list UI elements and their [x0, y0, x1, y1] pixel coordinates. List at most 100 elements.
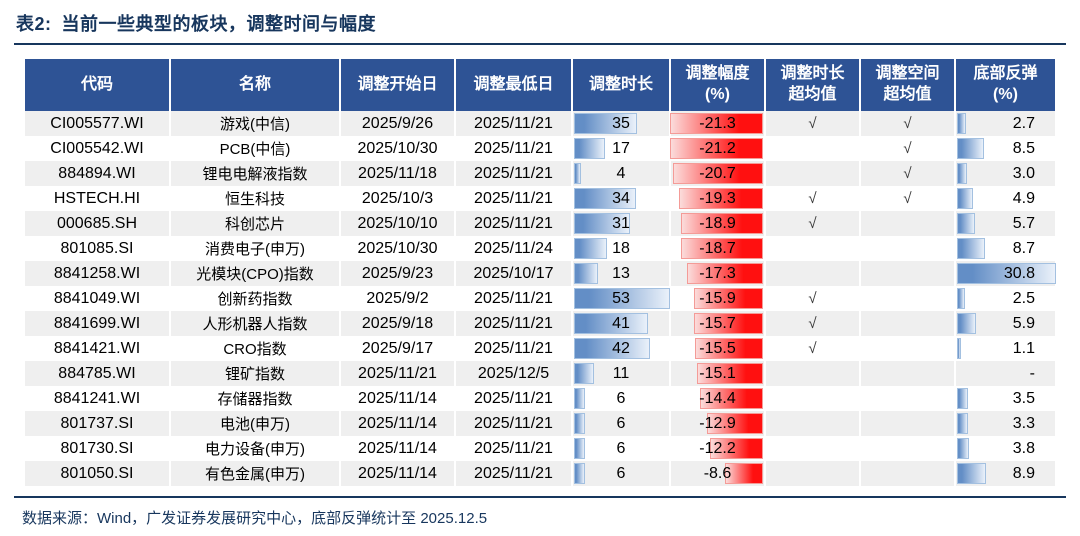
- drawdown-cell-value: -18.9: [699, 215, 736, 232]
- drawdown-bar: [680, 213, 763, 234]
- rebound-cell-wrap: 5.7: [956, 211, 1055, 236]
- table-row: 8841241.WI 存储器指数 2025/11/14 2025/11/21 6 -14.…: [25, 386, 1055, 411]
- sector-adjustment-table: 代码 名称 调整开始日 调整最低日 调整时长 调整幅度 (%) 调整时长 超均值…: [25, 59, 1056, 486]
- duration-cell-value: 13: [612, 265, 630, 282]
- drawdown-cell-wrap: -15.5: [671, 336, 764, 361]
- rebound-cell-value: 8.5: [1012, 140, 1035, 157]
- duration-bar: [574, 463, 585, 484]
- duration-exceed-cell: [764, 236, 860, 261]
- duration-cell: 6: [571, 436, 670, 461]
- drawdown-cell: -17.3: [669, 261, 765, 286]
- duration-cell-wrap: 17: [573, 136, 669, 161]
- space-exceed-cell: [859, 386, 955, 411]
- start-date-cell: 2025/9/18: [339, 311, 455, 336]
- duration-exceed-cell: [764, 461, 860, 486]
- drawdown-cell-value: -15.5: [699, 340, 736, 357]
- code-cell: 8841699.WI: [25, 311, 170, 336]
- duration-cell: 42: [571, 336, 670, 361]
- name-cell: 锂电电解液指数: [169, 161, 340, 186]
- rebound-bar: [957, 238, 985, 259]
- start-date-cell: 2025/9/26: [339, 111, 455, 136]
- start-date-cell: 2025/11/21: [339, 361, 455, 386]
- name-cell: 有色金属(申万): [169, 461, 340, 486]
- table-row: 801730.SI 电力设备(申万) 2025/11/14 2025/11/21 6 -1…: [25, 436, 1055, 461]
- code-cell: 884785.WI: [25, 361, 170, 386]
- duration-bar: [574, 313, 649, 334]
- drawdown-bar: [672, 163, 763, 184]
- rebound-cell: 8.5: [954, 136, 1055, 161]
- rebound-cell: 3.5: [954, 386, 1055, 411]
- drawdown-cell-value: -20.7: [699, 165, 736, 182]
- duration-cell-value: 42: [612, 340, 630, 357]
- duration-cell-wrap: 53: [573, 286, 670, 311]
- drawdown-cell-wrap: -21.3: [670, 111, 764, 136]
- header-code: 代码: [25, 59, 170, 111]
- duration-cell-value: 18: [612, 240, 630, 257]
- rebound-cell-value: 3.3: [1012, 415, 1035, 432]
- low-date-cell: 2025/11/21: [454, 461, 572, 486]
- rebound-cell: -: [954, 361, 1055, 386]
- title-divider: [14, 43, 1066, 45]
- low-date-cell: 2025/11/21: [454, 286, 572, 311]
- code-cell: 801085.SI: [60, 239, 134, 257]
- duration-cell: 11: [571, 361, 670, 386]
- drawdown-bar: [700, 388, 763, 409]
- code-cell: CI005542.WI: [50, 139, 144, 157]
- start-date-cell: 2025/11/14: [339, 386, 455, 411]
- duration-exceed-cell: √: [764, 336, 860, 361]
- duration-bar: [574, 363, 594, 384]
- rebound-cell-wrap: 5.9: [956, 311, 1055, 336]
- space-exceed-cell: [859, 461, 955, 486]
- rebound-cell-value: 30.8: [1003, 265, 1035, 282]
- rebound-bar: [957, 388, 969, 409]
- rebound-bar: [957, 163, 967, 184]
- drawdown-cell: -15.5: [669, 336, 765, 361]
- table-row: 8841421.WI CRO指数 2025/9/17 2025/11/21 42 -15.…: [25, 336, 1055, 361]
- rebound-cell-value: 1.1: [1012, 340, 1035, 357]
- drawdown-bar: [687, 263, 763, 284]
- duration-exceed-cell: [764, 436, 860, 461]
- space-exceed-cell: [859, 311, 955, 336]
- duration-exceed-cell: √: [764, 311, 860, 336]
- duration-cell: 31: [571, 211, 670, 236]
- code-cell: HSTECH.HI: [53, 189, 141, 207]
- rebound-cell: 5.9: [954, 311, 1055, 336]
- drawdown-cell: -20.7: [669, 161, 765, 186]
- low-date-cell: 2025/11/21: [454, 186, 572, 211]
- duration-cell-wrap: 6: [573, 461, 669, 486]
- space-exceed-cell: [859, 211, 955, 236]
- rebound-cell-wrap: 3.5: [956, 386, 1055, 411]
- duration-exceed-cell: √: [764, 186, 860, 211]
- duration-exceed-cell: [764, 136, 860, 161]
- rebound-cell-value: 3.8: [1012, 440, 1035, 457]
- drawdown-bar: [694, 313, 763, 334]
- drawdown-cell: -12.9: [669, 411, 765, 436]
- drawdown-cell: -21.2: [669, 136, 765, 161]
- low-date-cell: 2025/10/17: [454, 261, 572, 286]
- name-cell: 电池(申万): [169, 411, 340, 436]
- rebound-bar: [957, 413, 968, 434]
- duration-cell: 34: [571, 186, 670, 211]
- drawdown-cell-value: -18.7: [699, 240, 736, 257]
- duration-cell-value: 31: [612, 215, 630, 232]
- start-date-cell: 2025/11/14: [339, 411, 455, 436]
- start-date-cell: 2025/9/17: [339, 336, 455, 361]
- start-date-cell: 2025/11/14: [339, 436, 455, 461]
- drawdown-cell-wrap: -14.4: [671, 386, 764, 411]
- code-cell: CI005577.WI: [25, 111, 170, 136]
- drawdown-cell-value: -21.2: [699, 140, 736, 157]
- duration-cell: 41: [571, 311, 670, 336]
- drawdown-cell: -14.4: [669, 386, 765, 411]
- duration-cell: 53: [571, 286, 670, 311]
- rebound-cell: 2.7: [954, 111, 1055, 136]
- drawdown-bar: [706, 413, 763, 434]
- duration-cell: 4: [571, 161, 670, 186]
- rebound-cell-wrap: 4.9: [956, 186, 1055, 211]
- table-row: 8841049.WI 创新药指数 2025/9/2 2025/11/21 53 -15.9…: [25, 286, 1055, 311]
- drawdown-cell-wrap: -12.2: [671, 436, 764, 461]
- duration-cell-wrap: 13: [573, 261, 669, 286]
- rebound-bar: [957, 188, 973, 209]
- name-cell: 光模块(CPO)指数: [169, 261, 340, 286]
- low-date-cell: 2025/11/21: [454, 161, 572, 186]
- rebound-cell-value: 3.5: [1012, 390, 1035, 407]
